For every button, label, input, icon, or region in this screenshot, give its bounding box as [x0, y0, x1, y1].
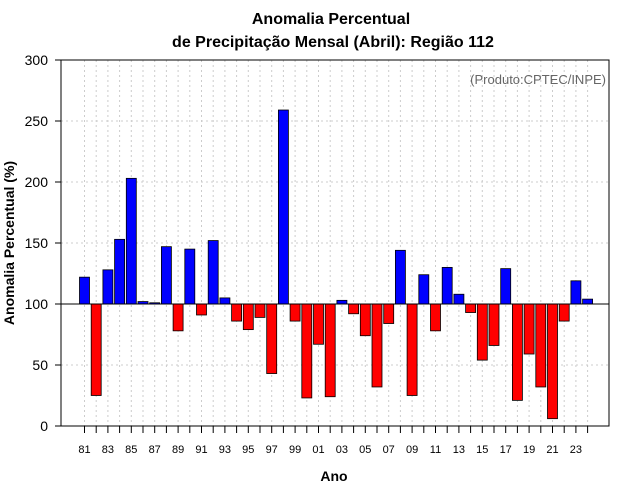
bar-93	[219, 297, 231, 305]
bar-04	[348, 303, 360, 315]
x-tick-label: 03	[336, 444, 348, 456]
bar-06	[371, 303, 383, 388]
x-tick-label: 81	[78, 444, 90, 456]
x-tick-label: 93	[219, 444, 231, 456]
bar-10	[418, 274, 430, 305]
x-tick-label: 11	[430, 444, 441, 456]
bar-20	[535, 303, 547, 388]
x-tick-label: 83	[102, 444, 114, 456]
y-axis: 0 50 100 150 200 250 300	[25, 52, 61, 434]
bar-09	[406, 303, 418, 396]
y-tick-label: 150	[25, 235, 49, 251]
y-axis-label: Anomalia Percentual (%)	[1, 161, 17, 325]
bar-89	[172, 303, 184, 332]
bar-05	[359, 303, 371, 337]
bar-23	[570, 280, 582, 305]
bar-82	[90, 303, 102, 396]
x-tick-label: 23	[570, 444, 582, 456]
bar-98	[277, 109, 289, 305]
x-tick-label: 87	[149, 444, 161, 456]
bar-90	[184, 248, 196, 305]
bar-81	[79, 276, 90, 305]
chart-title: Anomalia Percentual	[252, 11, 410, 28]
bar-14	[465, 303, 477, 313]
bar-02	[324, 303, 336, 398]
bar-17	[500, 268, 512, 305]
x-tick-label: 21	[546, 444, 558, 456]
y-tick-label: 300	[25, 52, 49, 68]
bar-88	[160, 246, 172, 305]
bar-94	[231, 303, 243, 322]
bar-08	[394, 249, 406, 305]
x-tick-label: 19	[523, 444, 535, 456]
grid-layer	[61, 60, 609, 426]
bar-00	[301, 303, 313, 399]
x-tick-label: 91	[195, 444, 207, 456]
x-tick-label: 07	[383, 444, 395, 456]
x-axis: 81 83 85 87 89 91 93 95 97 99 01 03 05 07 09 11 13 15 17 19…	[78, 426, 589, 456]
bar-01	[313, 303, 324, 345]
y-tick-label: 0	[40, 418, 48, 434]
bar-19	[523, 303, 535, 355]
x-tick-label: 09	[406, 444, 418, 456]
bars-layer	[79, 109, 593, 420]
x-tick-label: 15	[476, 444, 488, 456]
bar-11	[430, 303, 441, 332]
bar-22	[558, 303, 570, 322]
y-tick-label: 100	[25, 296, 49, 312]
x-tick-label: 89	[172, 444, 184, 456]
bar-15	[476, 303, 488, 361]
bar-96	[254, 303, 266, 318]
y-tick-label: 250	[25, 113, 49, 129]
x-tick-label: 99	[289, 444, 301, 456]
x-tick-label: 05	[359, 444, 371, 456]
bar-85	[125, 177, 137, 305]
y-tick-label: 200	[25, 174, 49, 190]
x-tick-label: 01	[312, 444, 324, 456]
bar-12	[441, 266, 453, 305]
x-tick-label: 13	[453, 444, 465, 456]
x-tick-label: 85	[125, 444, 137, 456]
x-axis-label: Ano	[320, 468, 347, 484]
x-tick-label: 95	[242, 444, 254, 456]
bar-16	[488, 303, 500, 346]
bar-84	[114, 238, 125, 305]
bar-83	[102, 269, 114, 305]
y-tick-label: 50	[32, 357, 48, 373]
bar-24	[582, 298, 593, 305]
bar-03	[336, 299, 348, 305]
credit-label: (Produto:CPTEC/INPE)	[470, 72, 606, 87]
bar-95	[242, 303, 254, 331]
bar-07	[383, 303, 395, 324]
chart-subtitle: de Precipitação Mensal (Abril): Região 1…	[172, 34, 494, 51]
bar-13	[453, 293, 465, 305]
bar-91	[196, 303, 207, 316]
bar-99	[289, 303, 301, 322]
x-tick-label: 97	[266, 444, 278, 456]
x-tick-label: 17	[500, 444, 512, 456]
bar-18	[512, 303, 523, 401]
bar-97	[266, 303, 278, 374]
bar-21	[547, 303, 558, 420]
bar-92	[207, 240, 219, 305]
